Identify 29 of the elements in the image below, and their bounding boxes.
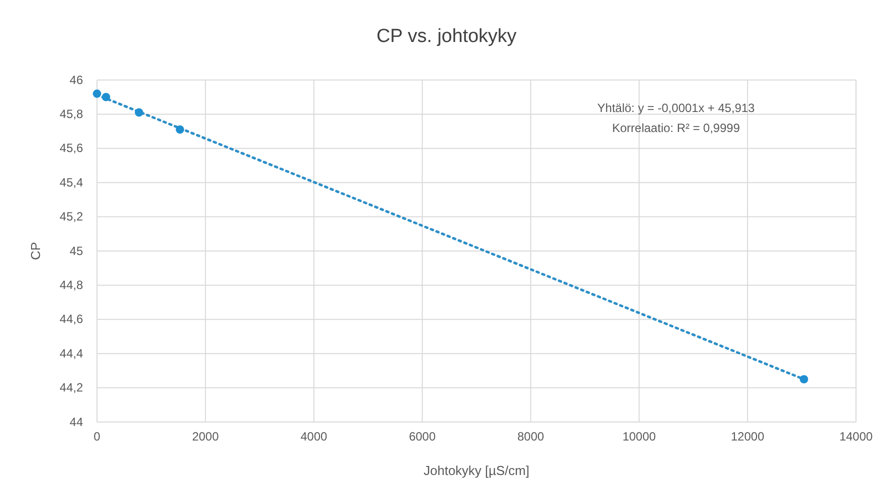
y-tick-label: 44 <box>70 414 84 429</box>
y-tick-label: 44,8 <box>60 278 84 292</box>
y-tick-label: 45,6 <box>60 141 84 156</box>
x-tick-label: 2000 <box>192 430 220 444</box>
annotation: Korrelaatio: R² = 0,9999 <box>612 121 740 135</box>
x-tick-label: 0 <box>94 430 101 444</box>
point <box>800 375 808 384</box>
y-tick-label: 44,2 <box>60 380 84 395</box>
y-axis-title: CP <box>28 242 43 260</box>
point <box>102 92 110 102</box>
x-tick-label: 14000 <box>839 430 874 444</box>
x-tick-label: 8000 <box>517 430 544 444</box>
point <box>134 108 144 117</box>
x-tick-label: 10000 <box>622 430 656 444</box>
chart-title: CP vs. johtokyky <box>376 26 518 47</box>
x-axis-title: Johtokyky [µS/cm] <box>424 463 530 478</box>
y-tick-label: 44,4 <box>60 346 84 360</box>
point <box>92 90 102 98</box>
x-tick-label: 6000 <box>408 430 436 444</box>
y-tick-label: 45,4 <box>60 175 84 190</box>
annotation: Yhtälö: y = -0,0001x + 45,913 <box>597 101 756 115</box>
y-tick-label: 45,2 <box>60 210 84 224</box>
point <box>176 125 184 134</box>
x-tick-label: 4000 <box>300 430 328 444</box>
y-tick-label: 45,8 <box>60 107 84 122</box>
y-tick-label: 46 <box>70 72 84 87</box>
x-tick-label: 12000 <box>730 430 765 444</box>
y-tick-label: 45 <box>70 244 84 258</box>
y-tick-label: 44,6 <box>60 312 84 326</box>
